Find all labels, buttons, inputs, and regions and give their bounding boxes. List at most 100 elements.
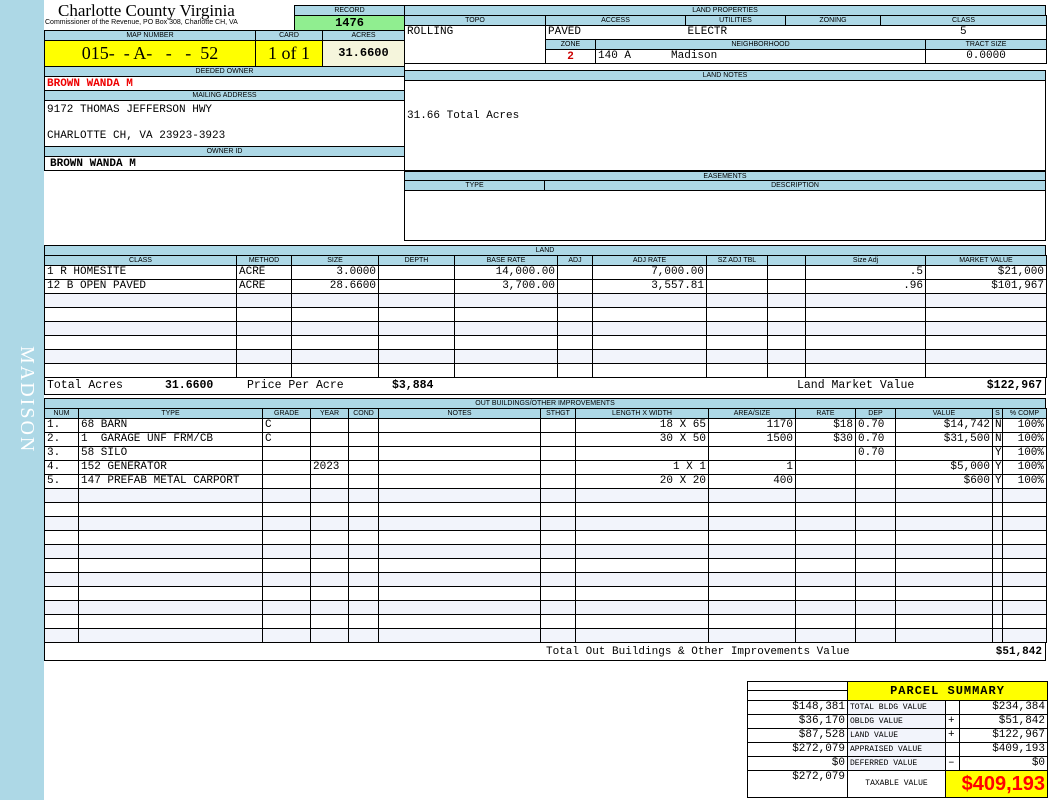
- outbuilding-cell: [795, 614, 856, 629]
- outbuilding-cell: [795, 502, 856, 517]
- parcel-summary: PARCEL SUMMARY $148,381 TOTAL BLDG VALUE $…: [747, 681, 1049, 798]
- outbuilding-cell: [310, 628, 349, 643]
- land-cell: [454, 307, 558, 322]
- outbuilding-cell: [1002, 516, 1047, 531]
- outbuilding-cell: [348, 558, 379, 573]
- land-empty-row: [44, 363, 1047, 378]
- outbuilding-cell: [1002, 558, 1047, 573]
- land-cell: [592, 307, 707, 322]
- outbuilding-cell: [262, 446, 311, 461]
- outbuilding-cell: [310, 558, 349, 573]
- outbuilding-column-header: RATE: [795, 408, 856, 419]
- card-number: 1 of 1: [255, 40, 323, 67]
- land-column-header: SZ ADJ TBL: [706, 255, 768, 266]
- outbuilding-cell: [378, 488, 541, 503]
- land-cell: ACRE: [236, 265, 292, 280]
- outbuilding-cell: [262, 558, 311, 573]
- outbuilding-cell: [348, 418, 379, 433]
- outbuilding-cell: [1002, 628, 1047, 643]
- land-cell: [378, 363, 455, 378]
- land-cell: [925, 307, 1047, 322]
- outbuilding-cell: [262, 474, 311, 489]
- outbuilding-cell: [44, 600, 79, 615]
- access-label: ACCESS: [544, 15, 687, 26]
- outbuilding-column-header: COND: [348, 408, 379, 419]
- price-per-acre-value: $3,884: [392, 379, 434, 392]
- outbuilding-cell: [262, 628, 311, 643]
- outbuilding-cell: [262, 502, 311, 517]
- neighborhood-name: Madison: [671, 50, 718, 63]
- outbuilding-cell: [348, 628, 379, 643]
- outbuilding-cell: [895, 614, 993, 629]
- outbuilding-cell: [44, 586, 79, 601]
- land-cell: [291, 293, 379, 308]
- land-cell: [805, 335, 926, 350]
- summary-sign: +: [945, 728, 960, 743]
- outbuilding-cell: 1170: [708, 418, 796, 433]
- outbuilding-cell: 1500: [708, 432, 796, 447]
- outbuilding-cell: [895, 446, 993, 461]
- land-column-header: DEPTH: [378, 255, 455, 266]
- outbuilding-cell: $5,000: [895, 460, 993, 475]
- outbuilding-cell: [310, 614, 349, 629]
- outbuilding-empty-row: [44, 544, 1047, 559]
- land-cell: [378, 335, 455, 350]
- summary-value: $122,967: [958, 728, 1049, 743]
- outbuilding-column-header: TYPE: [78, 408, 263, 419]
- land-cell: [925, 349, 1047, 364]
- outbuilding-row: 4. 152 GENERATOR 2023 1 X 1 1 $5,000 Y 100%: [44, 460, 1047, 475]
- outbuilding-cell: [310, 586, 349, 601]
- land-cell: [805, 293, 926, 308]
- outbuilding-cell: [262, 460, 311, 475]
- outbuilding-cell: [855, 544, 896, 559]
- land-market-value-label: Land Market Value: [797, 379, 915, 392]
- summary-value: $409,193: [958, 742, 1049, 757]
- outbuilding-cell: [540, 628, 576, 643]
- land-cell: ACRE: [236, 279, 292, 294]
- outbuilding-cell: [855, 488, 896, 503]
- land-column-header: METHOD: [236, 255, 292, 266]
- summary-sign: [945, 742, 960, 757]
- land-cell: [706, 307, 768, 322]
- land-totals-row: Total Acres 31.6600 Price Per Acre $3,88…: [44, 377, 1046, 395]
- outbuilding-cell: [378, 586, 541, 601]
- outbuilding-cell: [575, 614, 709, 629]
- land-empty-row: [44, 335, 1047, 350]
- outbuilding-cell: 100%: [1002, 418, 1047, 433]
- outbuilding-cell: [795, 544, 856, 559]
- outbuilding-cell: [540, 614, 576, 629]
- outbuilding-cell: [262, 530, 311, 545]
- outbuilding-cell: [310, 446, 349, 461]
- land-cell: [592, 321, 707, 336]
- land-cell: [454, 335, 558, 350]
- summary-label: DEFERRED VALUE: [847, 756, 946, 771]
- outbuilding-cell: [348, 586, 379, 601]
- outbuilding-cell: 58 SILO: [78, 446, 263, 461]
- outbuilding-column-header: % COMP: [1002, 408, 1047, 419]
- outbuilding-cell: [992, 488, 1003, 503]
- outbuilding-cell: [795, 600, 856, 615]
- outbuilding-cell: [348, 474, 379, 489]
- outbuilding-cell: [378, 446, 541, 461]
- outbuilding-cell: [540, 418, 576, 433]
- outbuilding-cell: [262, 544, 311, 559]
- outbuilding-cell: [895, 544, 993, 559]
- outbuilding-cell: [540, 446, 576, 461]
- land-row: 1 R HOMESITE ACRE 3.0000 14,000.00 7,000.00.…: [44, 265, 1047, 280]
- land-table: CLASS METHOD SIZE DEPTH BASE RATE ADJ ADJ RATE…: [44, 255, 1047, 378]
- land-cell: [236, 321, 292, 336]
- outbuilding-row: 2. 1 GARAGE UNF FRM/CB C 30 X 50 1500 $30 0.70…: [44, 432, 1047, 447]
- summary-prior-value: $36,170: [747, 714, 848, 729]
- land-cell: 28.6600: [291, 279, 379, 294]
- outbuilding-cell: [575, 544, 709, 559]
- address-line-1: 9172 THOMAS JEFFERSON HWY: [47, 104, 213, 116]
- parcel-summary-title: PARCEL SUMMARY: [846, 681, 1049, 701]
- office-subtitle: Commissioner of the Revenue, PO Box 308,…: [45, 19, 238, 26]
- outbuilding-cell: [262, 600, 311, 615]
- outbuilding-cell: [795, 474, 856, 489]
- outbuilding-cell: [895, 558, 993, 573]
- outbuilding-cell: [895, 586, 993, 601]
- outbuilding-cell: [378, 502, 541, 517]
- outbuilding-cell: [348, 544, 379, 559]
- outbuilding-cell: [78, 544, 263, 559]
